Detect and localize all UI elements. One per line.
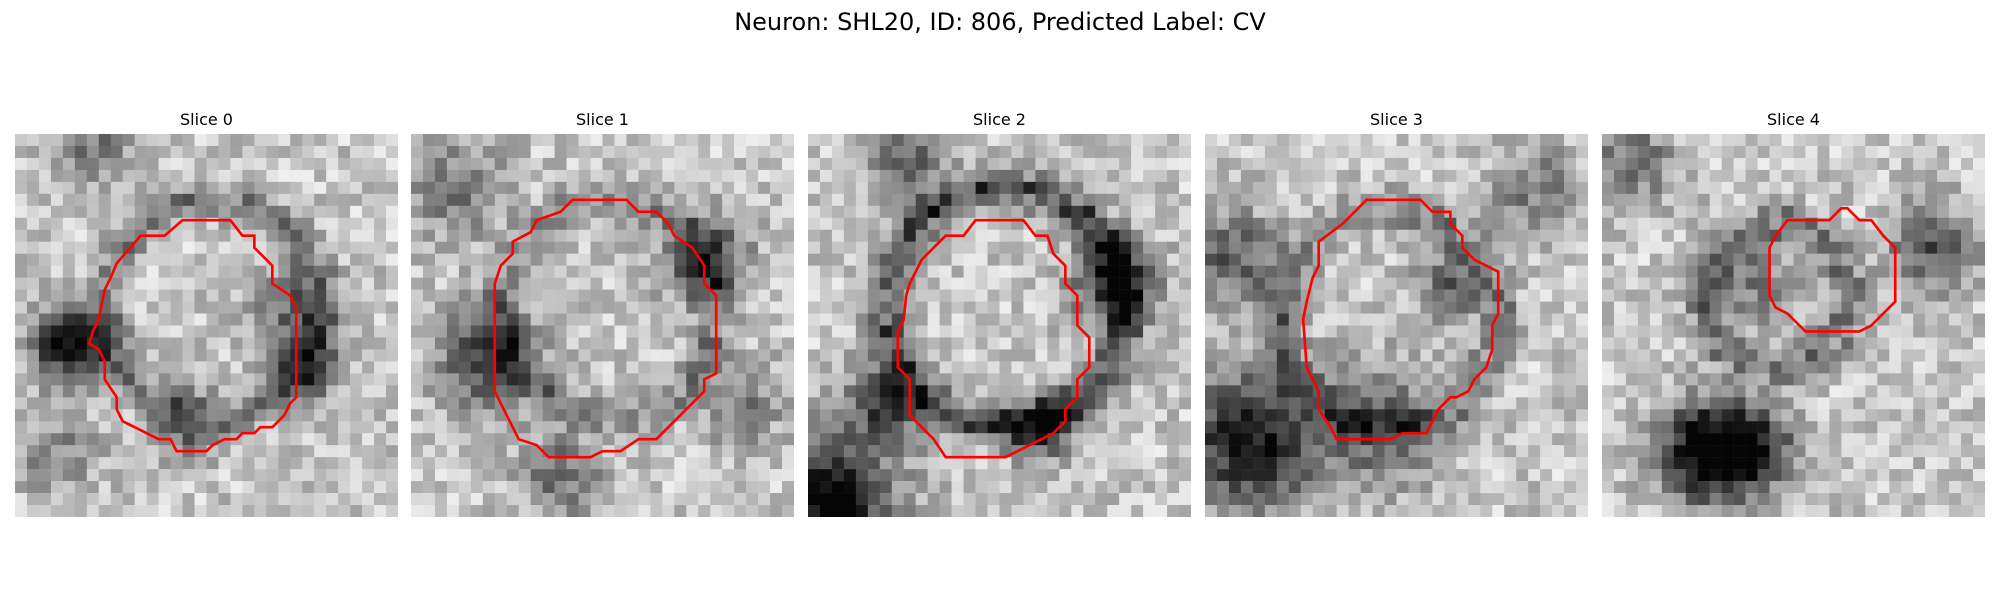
slice-title: Slice 3 <box>1370 110 1423 129</box>
slice-title: Slice 4 <box>1767 110 1820 129</box>
figure-title: Neuron: SHL20, ID: 806, Predicted Label:… <box>734 8 1266 36</box>
slice-image <box>411 134 794 517</box>
slice-title: Slice 1 <box>576 110 629 129</box>
slice-image <box>15 134 398 517</box>
pixel-grid <box>15 134 398 517</box>
slice-image <box>808 134 1191 517</box>
segmentation-contour <box>493 198 718 459</box>
slice-title: Slice 2 <box>973 110 1026 129</box>
pixel-grid <box>1205 134 1588 517</box>
slice-image <box>1205 134 1588 517</box>
pixel-grid <box>411 134 794 517</box>
slice-image <box>1602 134 1985 517</box>
segmentation-contour <box>896 218 1091 459</box>
segmentation-contour <box>87 218 298 453</box>
segmentation-contour <box>1301 198 1500 441</box>
segmentation-contour <box>1768 206 1897 333</box>
slice-title: Slice 0 <box>180 110 233 129</box>
pixel-grid <box>808 134 1191 517</box>
pixel-grid <box>1602 134 1985 517</box>
